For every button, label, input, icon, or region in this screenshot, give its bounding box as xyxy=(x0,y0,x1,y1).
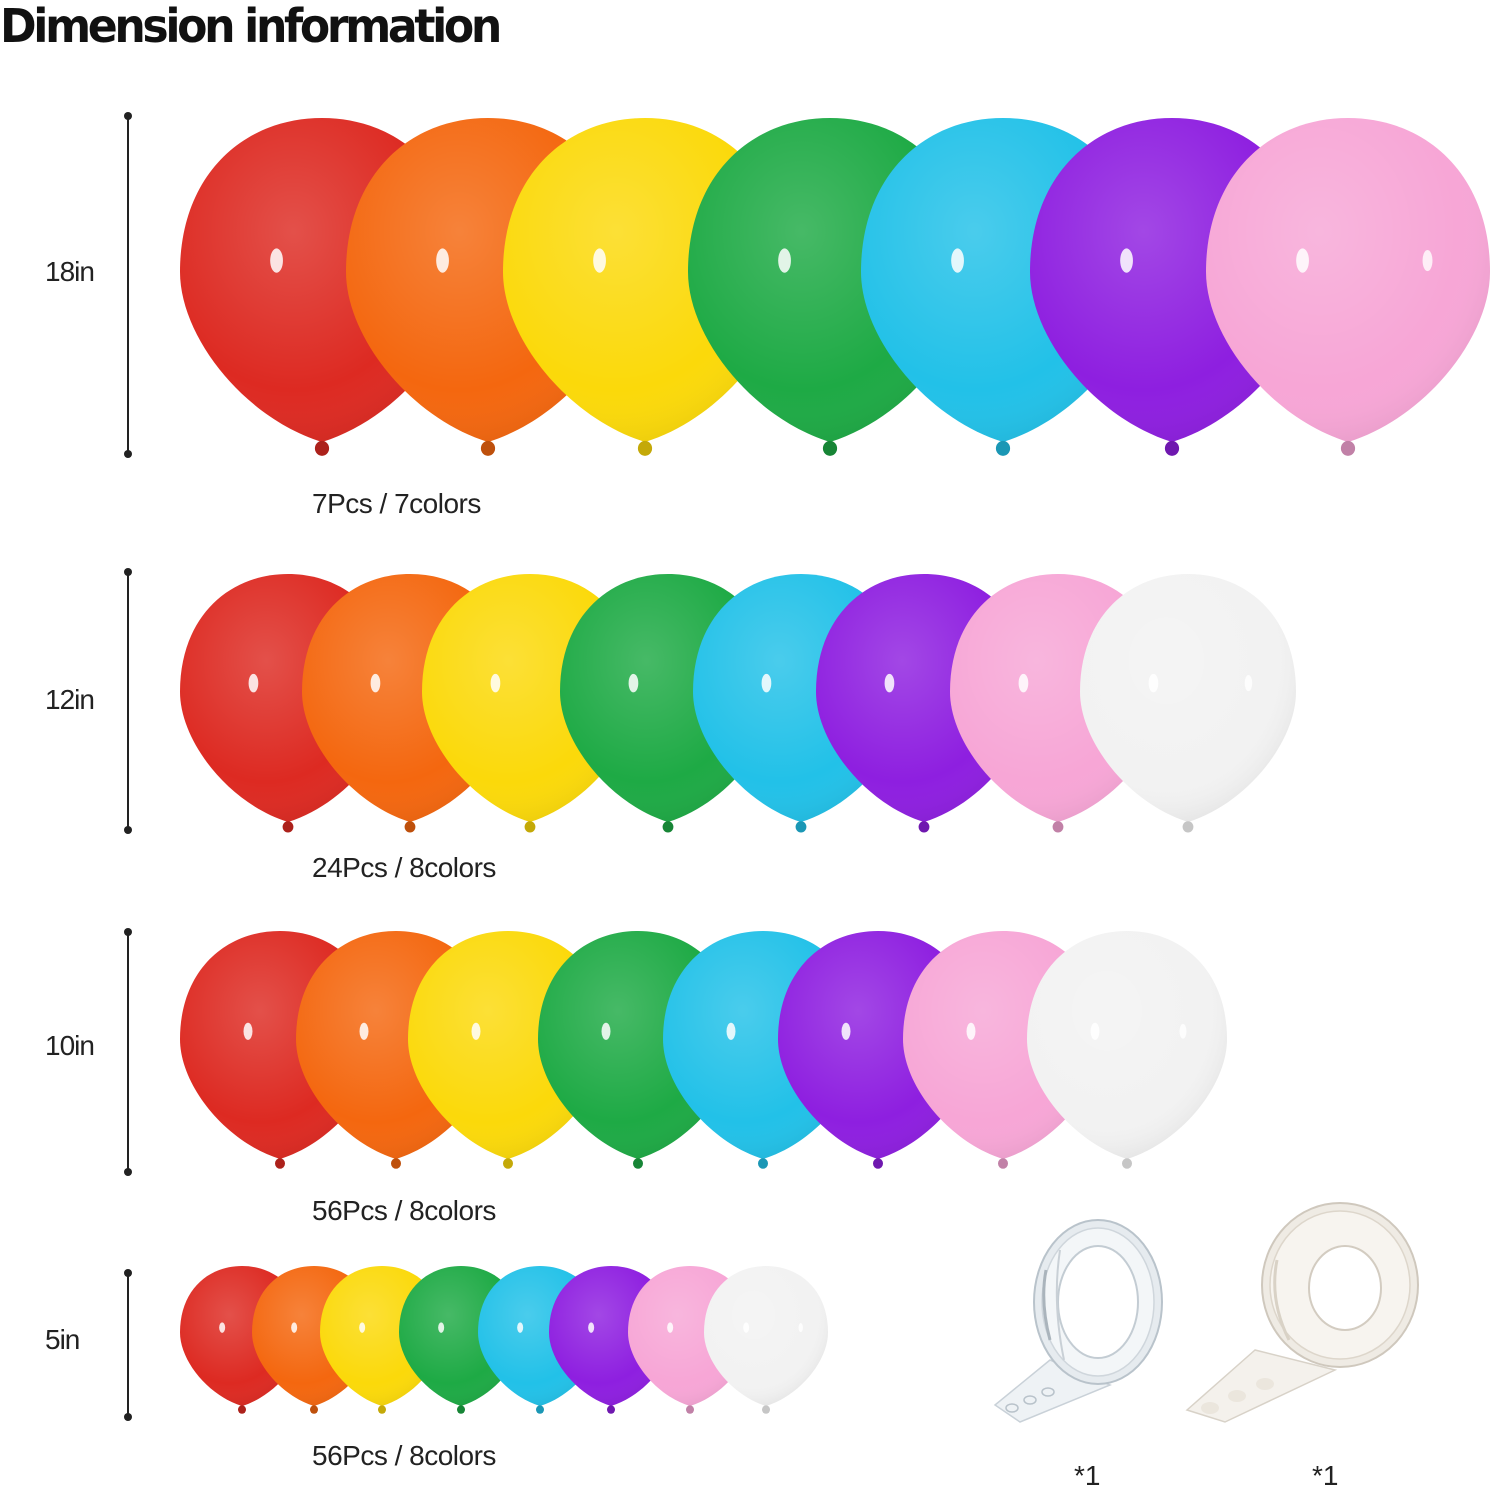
balloon-knot xyxy=(758,1158,768,1169)
balloon-knot xyxy=(404,821,416,833)
balloon-knot xyxy=(310,1405,318,1414)
balloon-knot xyxy=(607,1405,615,1414)
balloon-5in-white xyxy=(704,1266,828,1414)
balloon-knot xyxy=(1182,821,1194,833)
size-label-12in: 12in xyxy=(45,684,95,715)
size-label-18in: 18in xyxy=(45,256,95,287)
balloon-knot xyxy=(1340,440,1356,456)
accessory-qty-glue-dots: *1 xyxy=(1312,1460,1339,1491)
balloon-knot xyxy=(995,440,1011,456)
balloon-knot xyxy=(1164,440,1180,456)
balloon-knot xyxy=(314,440,330,456)
page-title: Dimension information xyxy=(0,0,502,53)
dimension-line-18in xyxy=(124,112,132,458)
balloon-knot xyxy=(391,1158,401,1169)
balloon-knot xyxy=(762,1405,770,1414)
balloon-knot xyxy=(633,1158,643,1169)
balloon-knot xyxy=(662,821,674,833)
count-label-12in: 24Pcs / 8colors xyxy=(312,852,496,883)
balloon-10in-white xyxy=(1027,931,1227,1169)
balloon-knot xyxy=(1052,821,1064,833)
count-label-10in: 56Pcs / 8colors xyxy=(312,1195,496,1226)
balloon-knot xyxy=(822,440,838,456)
balloon-strip-tape-roll-icon xyxy=(993,1219,1163,1423)
size-label-10in: 10in xyxy=(45,1030,95,1061)
balloon-knot xyxy=(686,1405,694,1414)
balloon-knot xyxy=(873,1158,883,1169)
count-label-5in: 56Pcs / 8colors xyxy=(312,1440,496,1471)
balloon-knot xyxy=(918,821,930,833)
dimension-line-10in xyxy=(124,928,132,1176)
balloon-12in-white xyxy=(1080,574,1296,833)
balloon-knot xyxy=(480,440,496,456)
balloon-knot xyxy=(637,440,653,456)
dimension-line-5in xyxy=(124,1269,132,1421)
balloon-knot xyxy=(795,821,807,833)
balloon-knot xyxy=(238,1405,246,1414)
size-label-5in: 5in xyxy=(45,1324,80,1355)
count-label-18in: 7Pcs / 7colors xyxy=(312,488,481,519)
balloon-knot xyxy=(378,1405,386,1414)
balloon-knot xyxy=(503,1158,513,1169)
balloon-knot xyxy=(457,1405,465,1414)
balloon-knot xyxy=(275,1158,285,1169)
balloon-knot xyxy=(536,1405,544,1414)
balloon-18in-pink xyxy=(1206,118,1490,456)
balloon-knot xyxy=(524,821,536,833)
accessory-qty-tape: *1 xyxy=(1074,1460,1101,1491)
dimension-line-12in xyxy=(124,568,132,834)
balloon-knot xyxy=(282,821,294,833)
glue-dots-roll-icon xyxy=(1185,1202,1419,1423)
balloon-knot xyxy=(1122,1158,1132,1169)
balloon-knot xyxy=(998,1158,1008,1169)
